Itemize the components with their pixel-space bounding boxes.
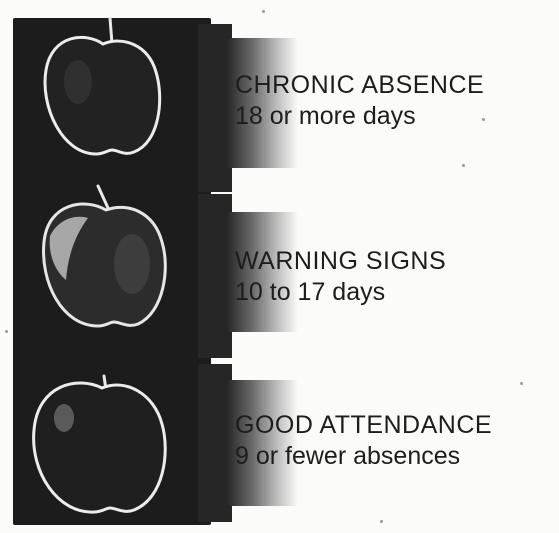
apple-icon (43, 16, 162, 156)
level-range: 10 to 17 days (235, 278, 386, 306)
level-range: 9 or fewer absences (235, 442, 461, 470)
scan-speck (482, 118, 485, 121)
scan-speck (520, 382, 523, 385)
level-title: WARNING SIGNS (235, 247, 447, 275)
level-warning-signs: WARNING SIGNS 10 to 17 days (235, 246, 446, 308)
label-shade-top (228, 38, 298, 168)
scan-speck (262, 10, 265, 13)
apple-icon (32, 374, 167, 514)
scan-speck (5, 330, 8, 333)
level-good-attendance: GOOD ATTENDANCE 9 or fewer absences (235, 410, 492, 472)
label-shade-bottom (228, 380, 298, 506)
traffic-light-edge-middle (198, 194, 232, 358)
scan-speck (380, 520, 383, 523)
traffic-light-edge-top (198, 24, 232, 192)
apple-icon (42, 184, 167, 328)
level-title: GOOD ATTENDANCE (235, 411, 493, 439)
label-shade-middle (228, 212, 298, 332)
level-range: 18 or more days (235, 102, 416, 130)
level-title: CHRONIC ABSENCE (235, 71, 485, 99)
scan-speck (462, 164, 465, 167)
traffic-light-edge-bottom (198, 364, 232, 522)
level-chronic-absence: CHRONIC ABSENCE 18 or more days (235, 70, 484, 132)
